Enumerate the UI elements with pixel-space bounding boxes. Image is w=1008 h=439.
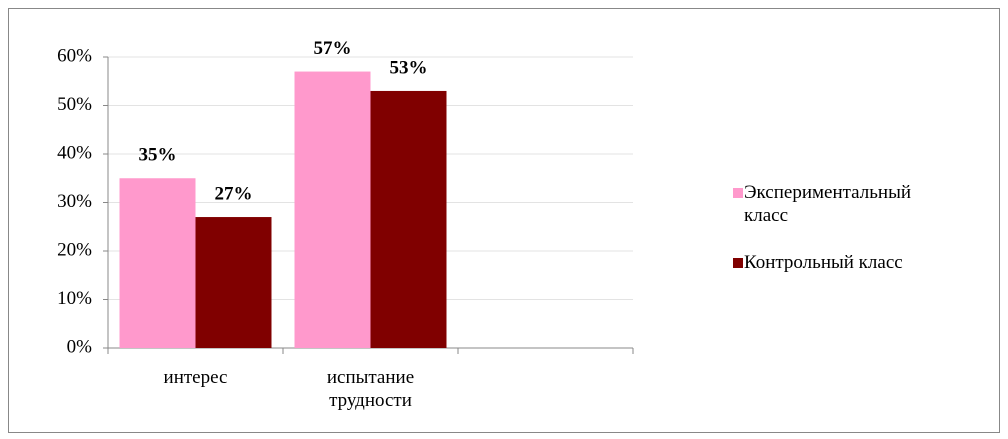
bar [294,71,371,349]
y-tick-label: 10% [57,288,92,309]
legend-swatch [733,188,743,198]
data-label: 35% [139,145,177,166]
y-tick-label: 0% [67,336,93,357]
x-tick-label: интерес [163,367,228,388]
data-label: 53% [390,57,428,78]
bar [370,90,447,348]
y-tick-label: 20% [57,239,92,260]
bar [195,217,272,348]
data-label: 57% [314,38,352,59]
data-label: 27% [215,183,253,204]
bar [119,178,196,348]
y-tick-label: 40% [57,142,92,163]
legend-swatch [733,258,743,268]
x-tick-label: испытание трудности [326,367,415,411]
y-tick-label: 30% [57,191,92,212]
y-tick-label: 60% [57,45,92,66]
legend-label: Контрольный класс [744,252,903,273]
legend-label: Экспериментальный класс [744,182,912,226]
y-tick-label: 50% [57,94,92,115]
